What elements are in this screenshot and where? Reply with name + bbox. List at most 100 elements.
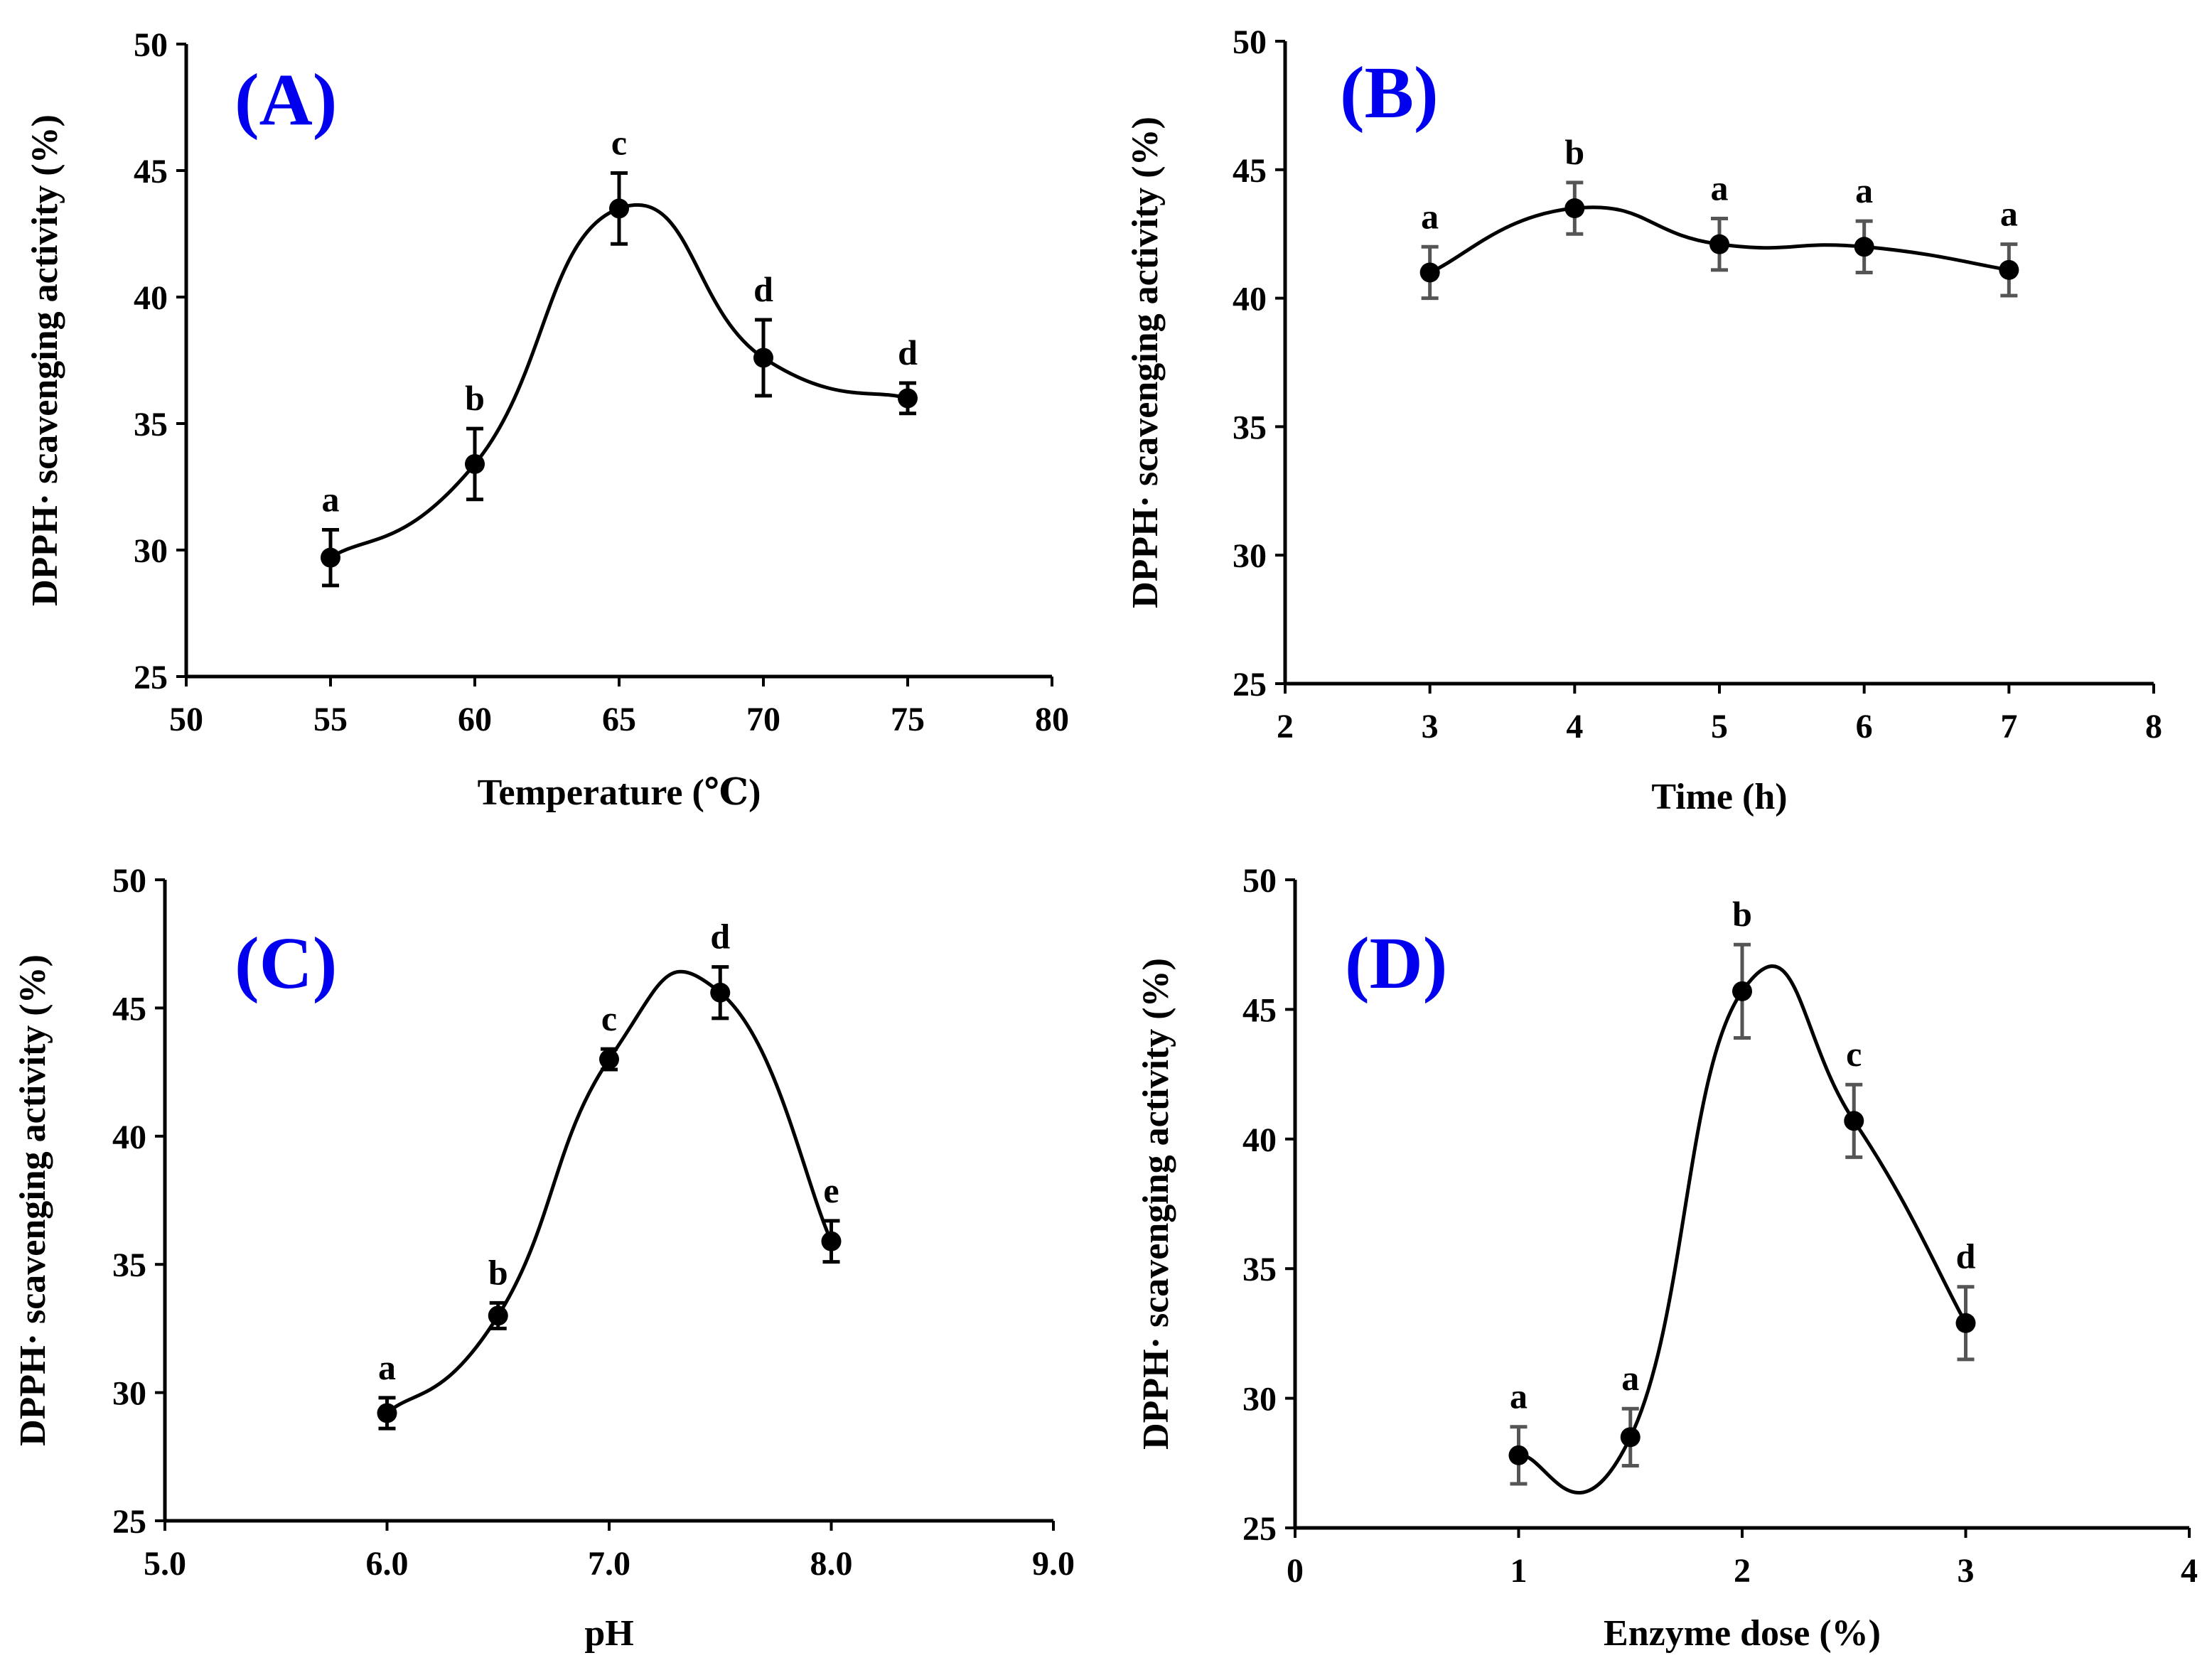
x-axis-title: Temperature (℃): [478, 772, 761, 813]
x-tick-label: 5: [1711, 708, 1728, 745]
data-point: [1564, 198, 1585, 219]
x-tick-label: 3: [1958, 1552, 1975, 1590]
y-tick-label: 50: [1242, 862, 1277, 900]
y-tick-label: 50: [112, 862, 146, 900]
x-tick-label: 8.0: [810, 1545, 853, 1583]
y-tick-label: 40: [1242, 1121, 1277, 1159]
data-point: [1844, 1111, 1864, 1131]
data-point: [1999, 259, 2019, 280]
x-tick-label: 4: [2181, 1552, 2198, 1590]
y-axis-title: DPPH· scavenging activity (%): [1136, 958, 1176, 1450]
y-tick-label: 40: [112, 1119, 146, 1156]
data-point: [1508, 1445, 1529, 1465]
x-tick-label: 55: [313, 701, 348, 738]
x-tick-label: 9.0: [1032, 1545, 1075, 1583]
x-tick-label: 65: [602, 701, 636, 738]
significance-label: b: [1732, 894, 1752, 934]
y-tick-label: 30: [1233, 537, 1267, 575]
significance-label: a: [2000, 194, 2018, 234]
x-tick-label: 75: [891, 701, 925, 738]
x-tick-label: 8: [2145, 708, 2162, 745]
significance-label: a: [1855, 171, 1873, 210]
x-tick-label: 7: [2000, 708, 2017, 745]
y-tick-label: 25: [1233, 666, 1267, 704]
y-axis-title: DPPH· scavenging activity (%): [13, 954, 53, 1446]
data-point: [1709, 234, 1729, 254]
x-tick-label: 70: [746, 701, 780, 738]
data-point: [321, 547, 340, 568]
y-tick-label: 50: [1233, 23, 1267, 61]
data-point: [710, 982, 731, 1003]
x-tick-label: 2: [1734, 1552, 1751, 1590]
y-tick-label: 30: [1242, 1381, 1277, 1418]
chart-panel-d: 25 30 35 40 45 50 0 1 2 3 4 Enzyme dose (%) DPPH· sc…: [1136, 862, 2198, 1654]
significance-label: a: [322, 480, 340, 519]
y-tick-label: 40: [1233, 281, 1267, 318]
data-point: [1854, 237, 1874, 257]
x-tick-label: 5.0: [144, 1545, 186, 1583]
y-axis-title: DPPH· scavenging activity (%): [1125, 117, 1166, 608]
significance-label: a: [1510, 1377, 1528, 1416]
y-tick-label: 45: [1233, 152, 1267, 190]
y-axis-title: DPPH· scavenging activity (%): [25, 114, 65, 606]
y-tick-label: 25: [134, 659, 168, 696]
data-point: [599, 1049, 619, 1070]
significance-label: c: [601, 998, 617, 1038]
data-point: [1955, 1313, 1976, 1333]
x-axis-title: Enzyme dose (%): [1604, 1613, 1881, 1654]
x-tick-label: 60: [458, 701, 492, 738]
x-tick-label: 4: [1566, 708, 1583, 745]
series-line: [1518, 964, 1967, 1494]
y-tick-label: 35: [134, 406, 168, 443]
significance-label: e: [823, 1170, 839, 1210]
panel-label: (C): [235, 922, 337, 1004]
x-tick-label: 3: [1422, 708, 1439, 745]
y-tick-label: 25: [1242, 1510, 1277, 1548]
y-tick-label: 50: [134, 26, 168, 64]
data-point: [898, 388, 918, 409]
x-tick-label: 6: [1856, 708, 1873, 745]
significance-label: c: [611, 123, 627, 163]
significance-label: a: [378, 1347, 396, 1387]
significance-label: d: [753, 269, 773, 309]
panel-label: (B): [1340, 52, 1439, 134]
significance-label: a: [1421, 196, 1439, 236]
data-point: [821, 1231, 842, 1251]
x-tick-label: 2: [1277, 708, 1294, 745]
data-point: [377, 1403, 397, 1423]
data-point: [609, 198, 629, 219]
chart-panel-c: 25 30 35 40 45 50 5.0 6.0 7.0 8.0 9.0 pH DPPH· scave…: [13, 862, 1075, 1654]
data-point: [1732, 981, 1752, 1001]
y-tick-label: 45: [112, 990, 146, 1028]
data-point: [753, 348, 773, 368]
series-line: [329, 203, 908, 559]
significance-label: d: [898, 333, 918, 372]
significance-label: a: [1711, 168, 1729, 208]
x-tick-label: 50: [169, 701, 203, 738]
x-tick-label: 0: [1287, 1552, 1304, 1590]
significance-label: b: [465, 378, 485, 418]
significance-label: d: [1956, 1237, 1976, 1276]
data-point: [465, 453, 485, 474]
y-tick-label: 40: [134, 279, 168, 317]
significance-label: d: [710, 917, 730, 957]
panel-label: (D): [1345, 922, 1447, 1004]
data-point: [1620, 1427, 1641, 1448]
data-point: [1419, 262, 1440, 283]
significance-label: b: [1564, 132, 1584, 172]
chart-panel-a: 25 30 35 40 45 50 50 55 60 65 70 75 80 Temperature (℃…: [25, 26, 1069, 813]
x-axis-title: pH: [584, 1613, 633, 1654]
x-tick-label: 80: [1035, 701, 1069, 738]
y-tick-label: 35: [1242, 1251, 1277, 1288]
y-tick-label: 45: [1242, 991, 1277, 1029]
y-tick-label: 25: [112, 1503, 146, 1541]
y-tick-label: 30: [112, 1375, 146, 1413]
significance-label: a: [1621, 1358, 1639, 1398]
y-tick-label: 35: [1233, 409, 1267, 446]
x-tick-label: 7.0: [588, 1545, 630, 1583]
significance-label: c: [1846, 1034, 1862, 1074]
y-tick-label: 35: [112, 1246, 146, 1284]
panel-label: (A): [235, 59, 337, 141]
